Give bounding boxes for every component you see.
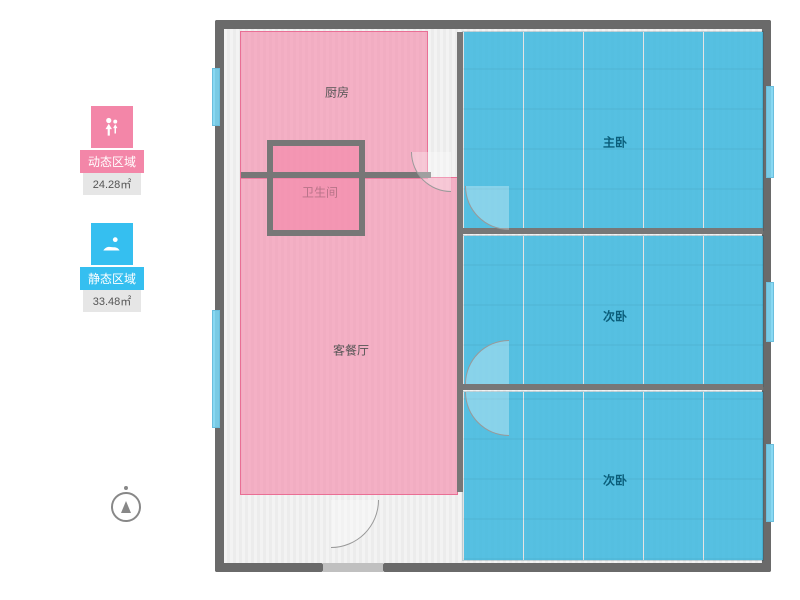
inner-wall — [267, 140, 365, 146]
outer-wall — [215, 563, 323, 572]
legend-item: 静态区域33.48㎡ — [80, 223, 144, 312]
window-mark — [212, 310, 220, 428]
legend-item: 动态区域24.28㎡ — [80, 106, 144, 195]
rest-icon — [91, 223, 133, 265]
window-mark — [766, 444, 774, 522]
inner-wall — [457, 32, 463, 492]
outer-wall — [383, 563, 771, 572]
window-mark — [212, 68, 220, 126]
room-label: 主卧 — [603, 134, 627, 151]
room-label: 次卧 — [603, 472, 627, 489]
room-label: 客餐厅 — [333, 342, 369, 359]
compass-pointer — [121, 501, 131, 513]
room-living — [241, 178, 457, 494]
compass-icon — [111, 492, 141, 522]
inner-wall — [267, 144, 273, 234]
room-label: 厨房 — [325, 84, 349, 101]
outer-wall — [215, 20, 771, 29]
people-icon — [91, 106, 133, 148]
inner-wall — [359, 140, 365, 234]
room-label: 次卧 — [603, 308, 627, 325]
inner-wall — [267, 230, 365, 236]
legend-label: 动态区域 — [80, 150, 144, 173]
legend-value: 33.48㎡ — [83, 290, 142, 312]
floorplan: 厨房卫生间客餐厅主卧次卧次卧 — [215, 20, 771, 572]
window-mark — [766, 282, 774, 342]
legend: 动态区域24.28㎡静态区域33.48㎡ — [80, 106, 144, 340]
legend-value: 24.28㎡ — [83, 173, 142, 195]
legend-label: 静态区域 — [80, 267, 144, 290]
inner-wall — [463, 384, 763, 390]
window-mark — [766, 86, 774, 178]
entry-opening — [323, 563, 383, 572]
canvas: 动态区域24.28㎡静态区域33.48㎡ 厨房卫生间客餐厅主卧次卧次卧 — [0, 0, 800, 600]
